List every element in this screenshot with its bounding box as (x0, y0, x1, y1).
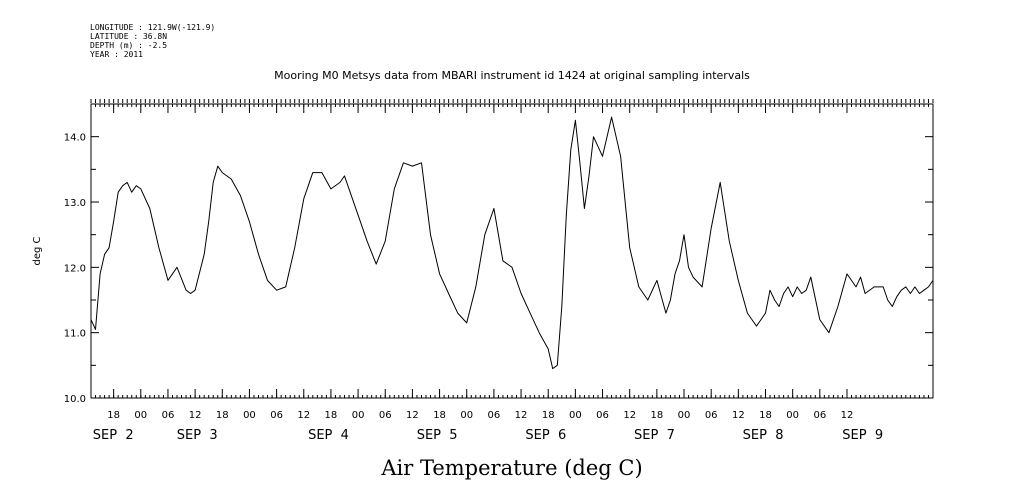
y-tick-label: 11.0 (64, 329, 86, 340)
date-label: SEP 8 (743, 428, 784, 443)
x-tick-label: 06 (705, 410, 718, 421)
x-tick-label: 00 (460, 410, 473, 421)
x-tick-label: 18 (542, 410, 555, 421)
latitude-label: LATITUDE : 36.8N (90, 32, 167, 41)
y-axis-label: deg C (32, 236, 43, 265)
x-tick-label: 12 (406, 410, 419, 421)
x-axis-title: Air Temperature (deg C) (380, 456, 642, 480)
date-label: SEP 3 (177, 428, 218, 443)
plot-frame (90, 103, 934, 399)
y-axis: 10.0 11.0 12.0 13.0 14.0 (64, 103, 933, 405)
depth-label: DEPTH (m) : -2.5 (90, 41, 167, 50)
y-tick-label: 10.0 (64, 394, 86, 405)
x-tick-label: 06 (270, 410, 283, 421)
x-tick-label: 18 (433, 410, 446, 421)
x-tick-label: 00 (786, 410, 799, 421)
x-tick-label: 06 (813, 410, 826, 421)
x-tick-label: 00 (352, 410, 365, 421)
x-tick-label: 18 (107, 410, 120, 421)
y-tick-label: 12.0 (64, 263, 86, 274)
x-tick-label: 00 (569, 410, 582, 421)
series-group (90, 116, 934, 370)
date-label: SEP 7 (634, 428, 675, 443)
x-tick-label: 18 (650, 410, 663, 421)
date-label: SEP 9 (842, 428, 883, 443)
x-tick-label: 12 (297, 410, 310, 421)
x-tick-label: 00 (243, 410, 256, 421)
minor-ticks (90, 99, 934, 398)
x-tick-label: 12 (623, 410, 636, 421)
x-tick-label: 06 (488, 410, 501, 421)
x-tick-label: 06 (596, 410, 609, 421)
x-tick-label: 18 (759, 410, 772, 421)
longitude-label: LONGITUDE : 121.9W(-121.9) (90, 23, 215, 32)
chart-title: Mooring M0 Metsys data from MBARI instru… (274, 69, 750, 82)
year-label: YEAR : 2011 (90, 50, 143, 59)
x-tick-label: 12 (515, 410, 528, 421)
date-label: SEP 4 (308, 428, 349, 443)
x-tick-label: 00 (678, 410, 691, 421)
x-tick-label: 12 (189, 410, 202, 421)
x-tick-label: 06 (162, 410, 175, 421)
x-tick-label: 18 (325, 410, 338, 421)
x-tick-label: 00 (134, 410, 147, 421)
x-axis: 18 00 06 12 18 00 06 12 18 00 06 12 18 00 06 12 18 00 06 12… (93, 104, 883, 443)
x-tick-label: 12 (732, 410, 745, 421)
y-tick-label: 14.0 (64, 133, 86, 144)
date-label: SEP 6 (525, 428, 566, 443)
x-tick-label: 12 (841, 410, 854, 421)
x-tick-label: 18 (216, 410, 229, 421)
date-label: SEP 2 (93, 428, 134, 443)
y-tick-label: 13.0 (64, 198, 86, 209)
date-label: SEP 5 (417, 428, 458, 443)
x-tick-label: 06 (379, 410, 392, 421)
temperature-series-line (90, 116, 934, 370)
